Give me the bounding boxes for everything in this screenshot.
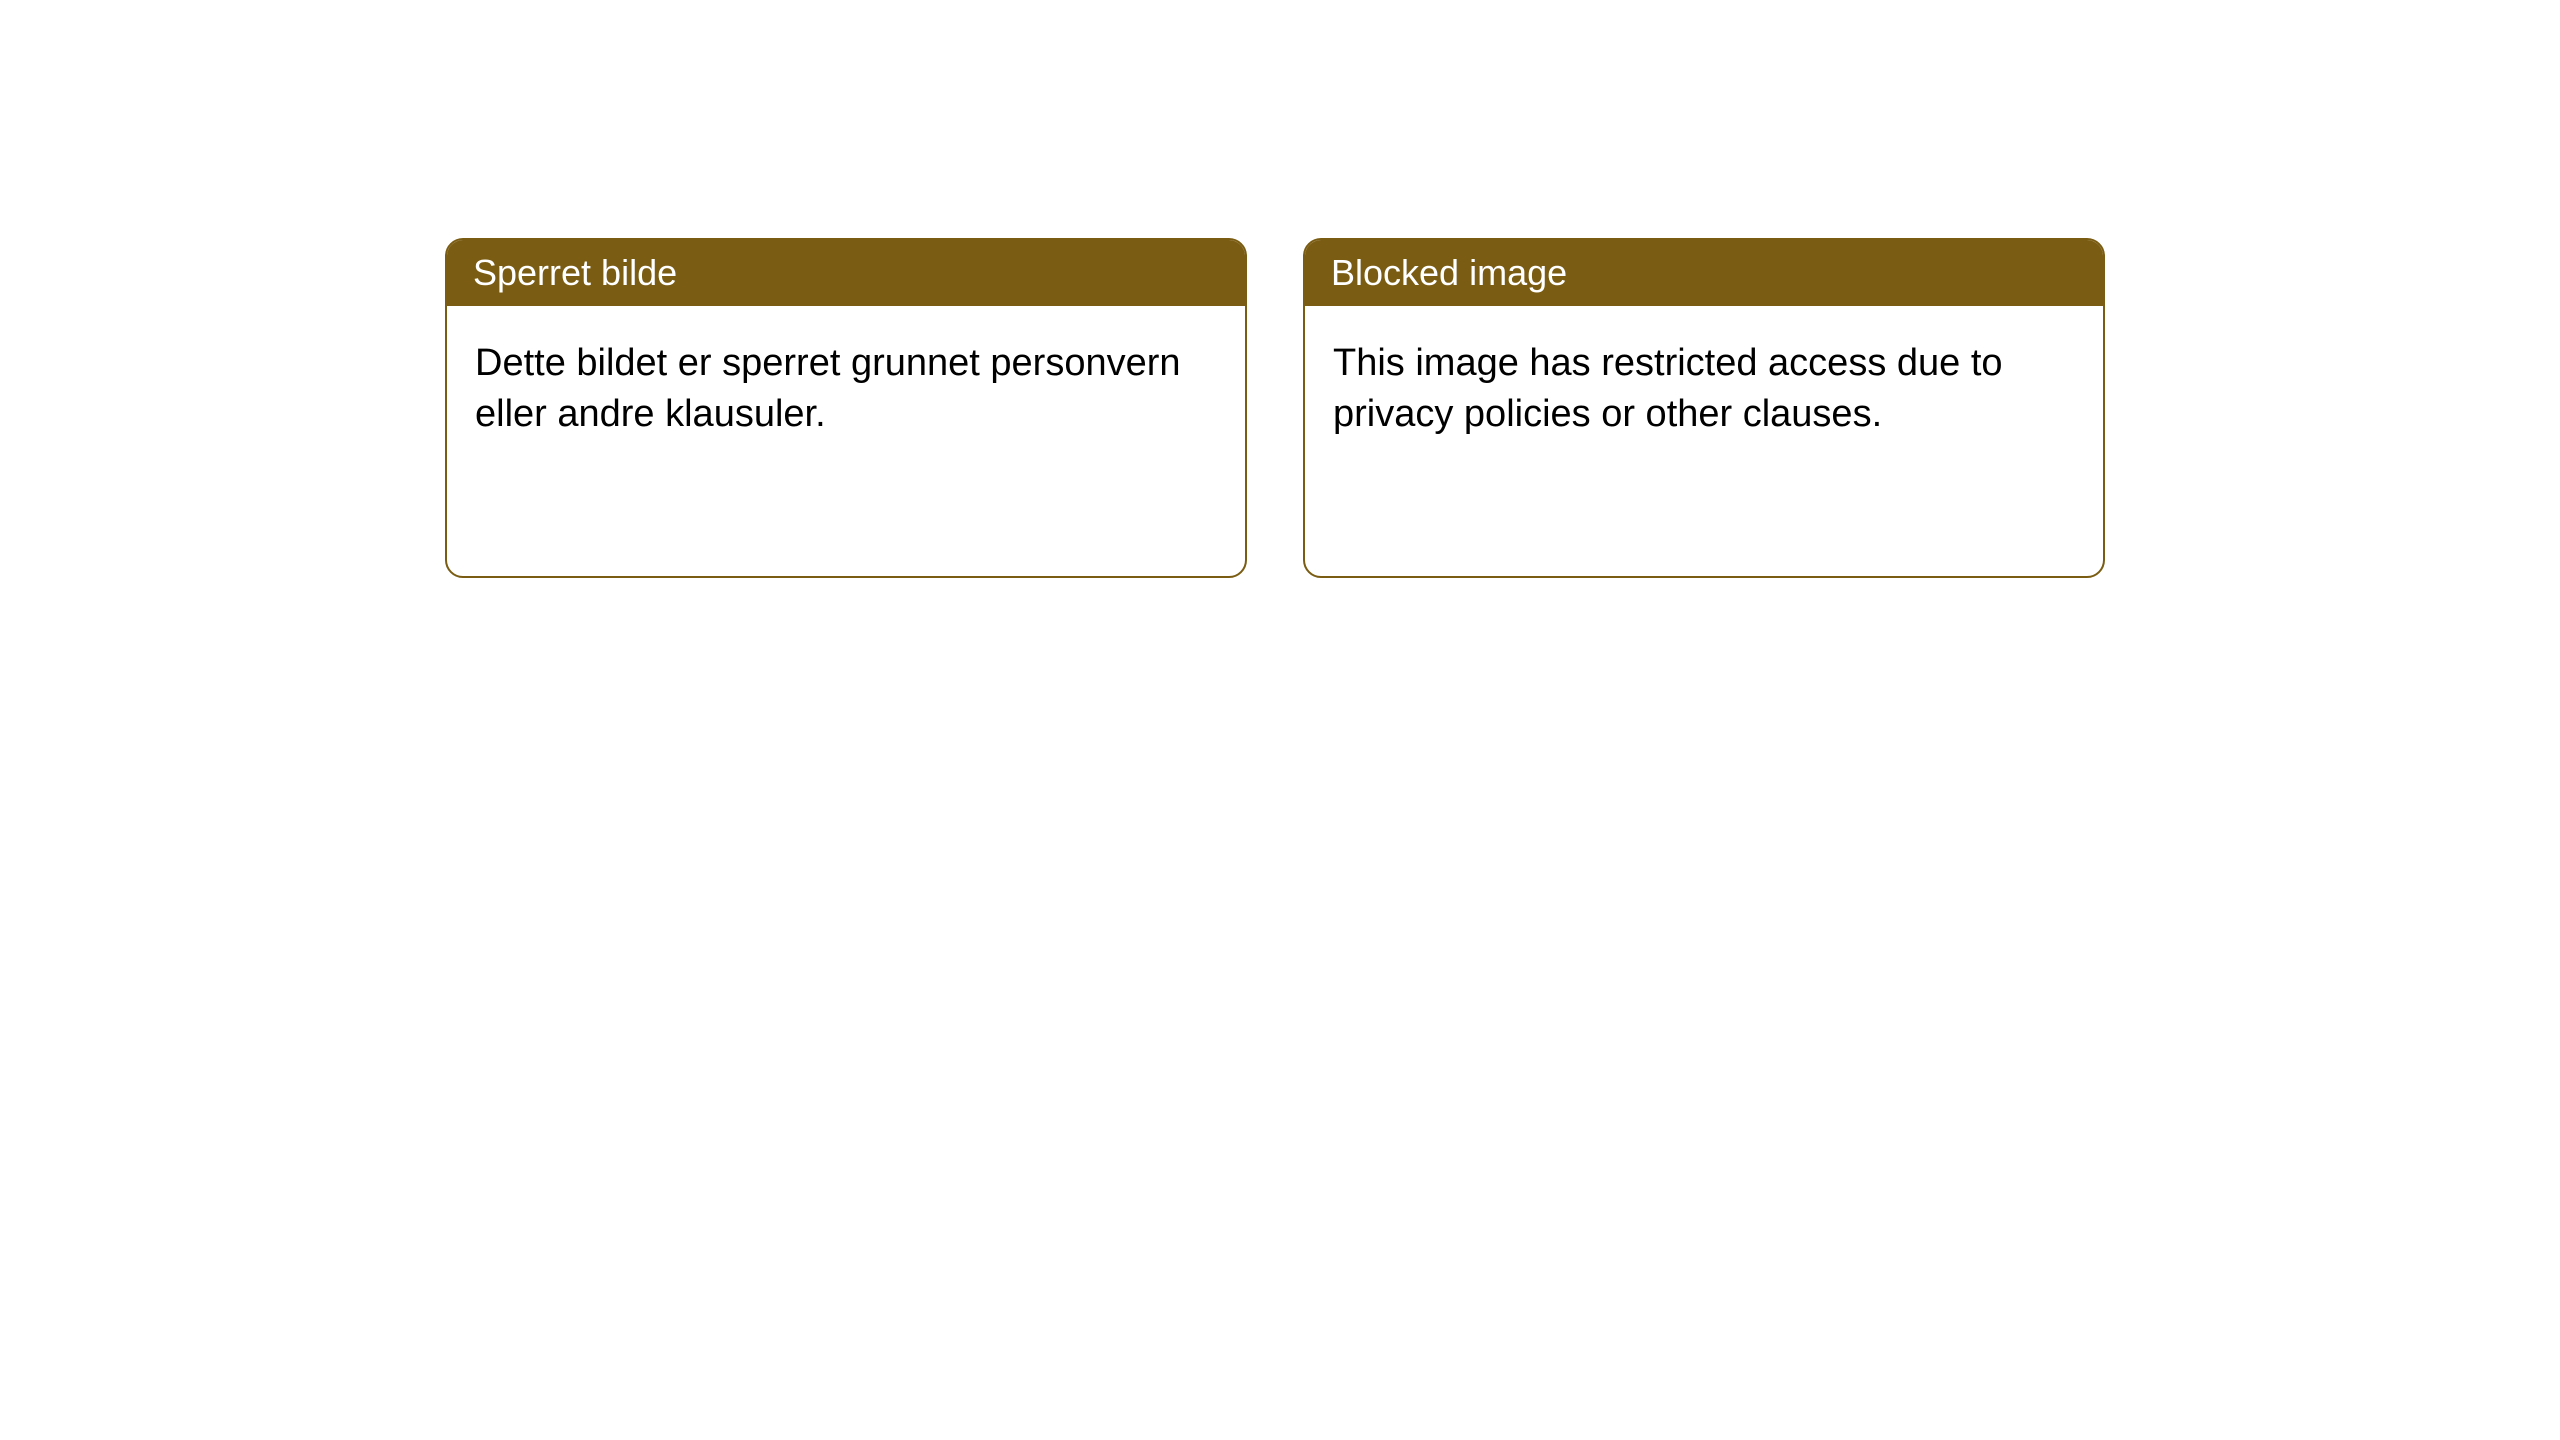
notice-container: Sperret bilde Dette bildet er sperret gr… [445,238,2105,578]
notice-card-no: Sperret bilde Dette bildet er sperret gr… [445,238,1247,578]
notice-header-en: Blocked image [1305,240,2103,306]
notice-body-en: This image has restricted access due to … [1305,306,2103,576]
notice-body-no: Dette bildet er sperret grunnet personve… [447,306,1245,576]
notice-header-no: Sperret bilde [447,240,1245,306]
notice-card-en: Blocked image This image has restricted … [1303,238,2105,578]
